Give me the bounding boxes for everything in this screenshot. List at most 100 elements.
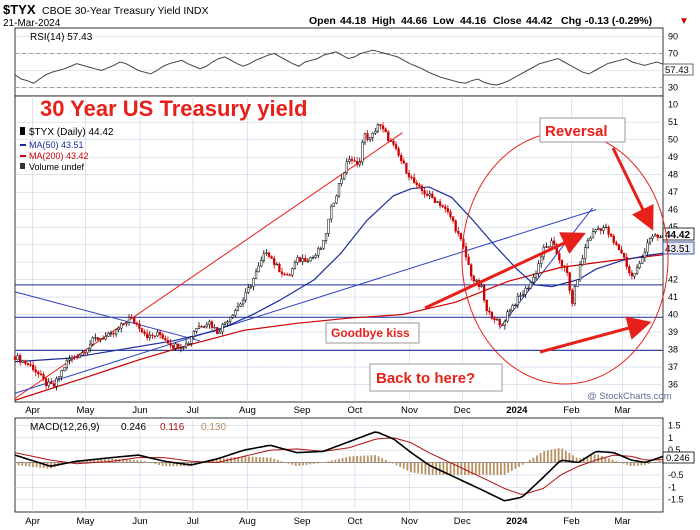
price-candle-body: [506, 311, 509, 322]
macd-histogram-bar: [298, 462, 301, 466]
macd-histogram-bar: [597, 454, 600, 463]
price-candle-body: [498, 319, 501, 326]
price-candle-body: [200, 326, 203, 328]
macd-histogram-bar: [575, 457, 578, 463]
macd-x-label: Dec: [454, 516, 471, 527]
price-candle-body: [350, 158, 354, 161]
macd-histogram-bar: [24, 462, 27, 467]
price-candle-body: [529, 281, 532, 289]
rsi-tick-label: 30: [668, 83, 678, 93]
macd-histogram-bar: [507, 462, 510, 473]
price-candle-body: [578, 264, 582, 280]
price-candle-body: [392, 140, 395, 145]
macd-histogram-bar: [381, 458, 384, 463]
price-candle-body: [197, 326, 201, 329]
macd-histogram-bar: [122, 459, 124, 463]
price-candle-body: [135, 322, 138, 325]
macd-histogram-bar: [406, 462, 409, 471]
price-candle-body: [503, 320, 507, 326]
price-candle-body: [177, 343, 180, 349]
trendline: [498, 207, 593, 329]
price-candle-body: [454, 220, 457, 232]
price-candle-body: [247, 287, 250, 293]
macd-histogram-bar: [14, 462, 16, 465]
macd-histogram-bar: [111, 458, 114, 463]
macd-histogram-bar: [42, 462, 45, 469]
price-candle-body: [604, 226, 608, 229]
price-candle-body: [472, 275, 475, 282]
price-candle-body: [125, 322, 128, 325]
price-candle-body: [140, 328, 144, 333]
price-candle-body: [304, 258, 307, 262]
price-candle-body: [521, 294, 525, 296]
macd-histogram-bar: [392, 462, 394, 464]
price-candle-body: [449, 211, 452, 217]
price-candle-body: [301, 258, 304, 262]
price-candle-body: [190, 336, 193, 344]
chart-date: 21-Mar-2024: [3, 18, 61, 29]
price-candle-body: [597, 228, 600, 230]
price-candle-body: [485, 299, 488, 312]
macd-histogram-bar: [96, 459, 99, 463]
macd-histogram-bar: [417, 462, 420, 474]
price-candle-body: [495, 319, 499, 321]
macd-histogram-bar: [366, 455, 369, 463]
macd-tick-label: -1.5: [668, 495, 684, 505]
macd-histogram-bar: [446, 462, 448, 475]
price-candle-body: [594, 229, 597, 232]
price-candle-body: [179, 347, 183, 349]
price-candle-body: [425, 193, 429, 196]
close-label: Close: [493, 15, 522, 27]
last-price-tag-text: 44.42: [665, 230, 690, 241]
low-value: 44.16: [460, 15, 486, 27]
macd-histogram-bar: [518, 462, 520, 467]
macd-histogram-bar: [262, 457, 265, 463]
macd-histogram-bar: [557, 448, 560, 463]
price-candle-body: [234, 310, 237, 316]
price-candle-body: [101, 338, 105, 340]
back-box: [369, 363, 503, 392]
price-candle-body: [19, 355, 22, 363]
price-candle-body: [60, 370, 63, 378]
macd-histogram-bar: [352, 456, 355, 463]
macd-histogram-bar: [496, 462, 499, 475]
macd-histogram-bar: [237, 456, 240, 463]
price-candle-body: [646, 242, 649, 253]
price-candle-body: [288, 274, 291, 276]
macd-x-label: Jul: [187, 516, 199, 527]
chg-value: -0.13 (-0.29%): [585, 15, 652, 27]
macd-histogram-bar: [230, 457, 232, 463]
price-candle-body: [239, 303, 242, 307]
open-value: 44.18: [340, 15, 366, 27]
arrow-reversal: [611, 147, 654, 231]
price-tick-label: 41: [668, 292, 678, 302]
macd-histogram-bar: [536, 455, 538, 463]
macd-histogram-bar: [593, 454, 596, 463]
price-candle-body: [283, 273, 286, 276]
price-candle-body: [654, 234, 657, 237]
price-candle-body: [602, 227, 605, 231]
price-candle-body: [164, 338, 167, 341]
macd-histogram-bar: [413, 462, 416, 473]
high-value: 44.66: [401, 15, 427, 27]
price-candle-body: [607, 226, 610, 235]
price-candle-body: [581, 258, 584, 265]
price-candle-body: [444, 206, 447, 209]
rsi-value-tag-text: 57.43: [665, 65, 689, 76]
ma50-tag: [662, 241, 695, 255]
price-candle-body: [353, 160, 356, 162]
macd-title-label: MACD(12,26,9): [30, 422, 99, 433]
price-candle-body: [547, 246, 551, 248]
macd-histogram-bar: [492, 462, 495, 475]
macd-histogram-bar: [489, 462, 492, 475]
price-candle-body: [348, 158, 351, 162]
macd-histogram-bar: [420, 462, 423, 474]
macd-tick-label: 1: [668, 433, 673, 443]
price-candle-body: [205, 324, 208, 327]
macd-histogram-bar: [604, 457, 607, 463]
price-candle-body: [311, 257, 315, 259]
price-candle-body: [659, 236, 662, 238]
price-candle-body: [630, 272, 634, 277]
price-candle-body: [488, 310, 491, 313]
price-candle-body: [493, 318, 496, 321]
